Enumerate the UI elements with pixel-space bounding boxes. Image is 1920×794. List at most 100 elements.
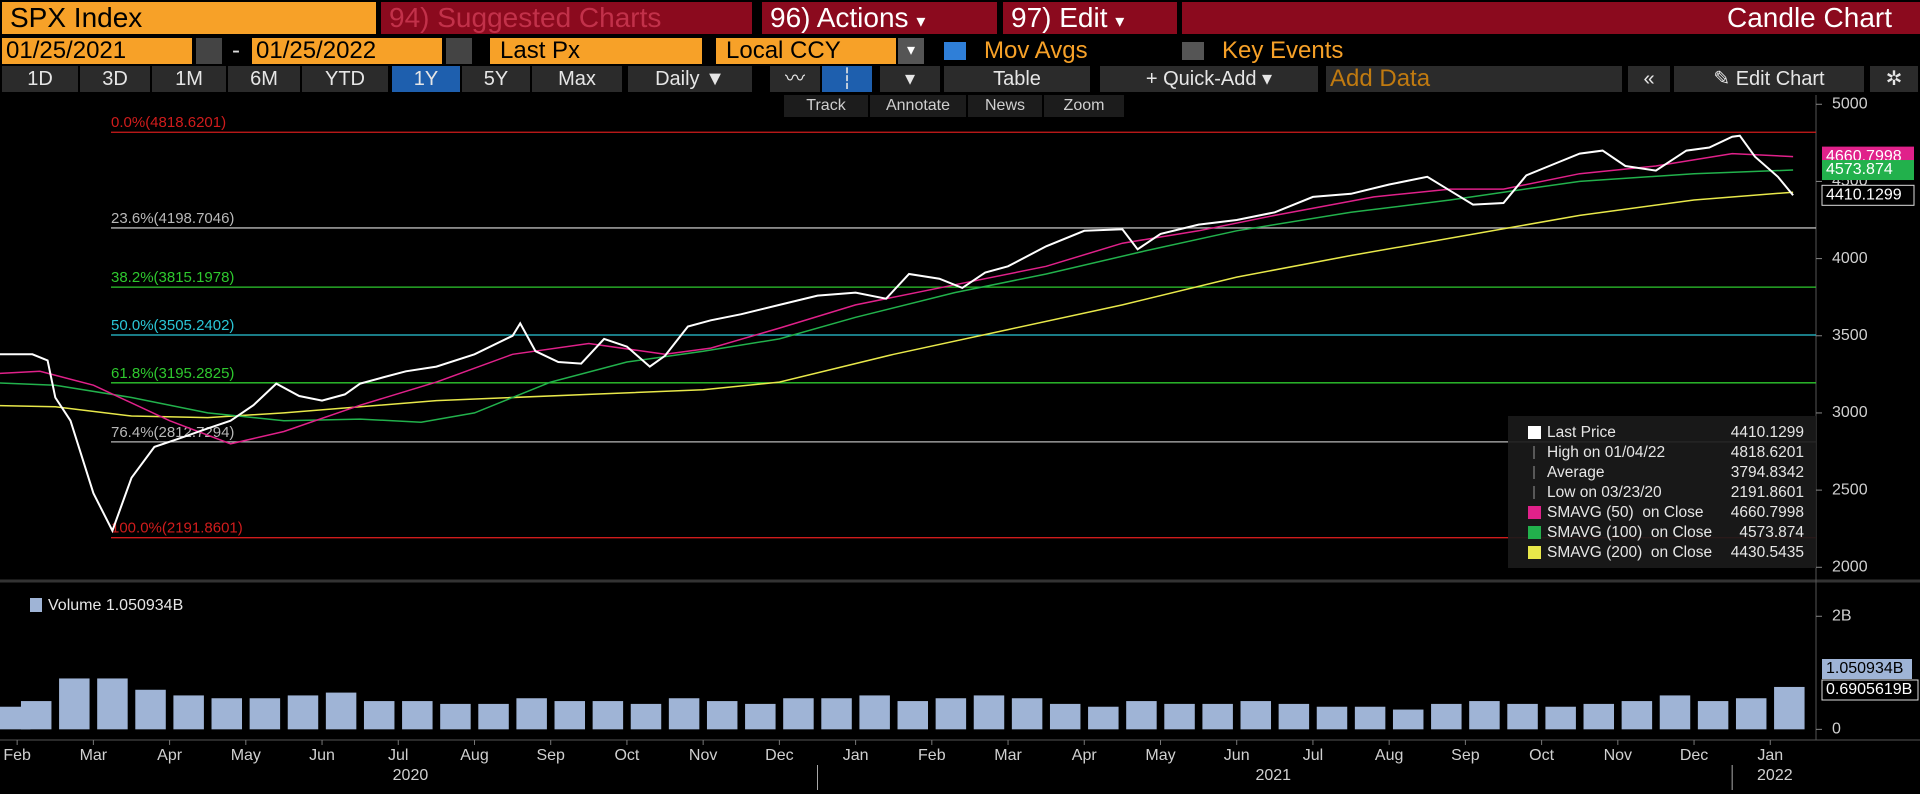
edit-label: 97) Edit: [1011, 2, 1108, 33]
x-tick-label: Nov: [689, 747, 717, 764]
volume-bar: [668, 698, 700, 730]
year-label: 2020: [393, 767, 429, 784]
add-data-input[interactable]: Add Data: [1326, 66, 1622, 92]
chart-tool[interactable]: Zoom: [1044, 95, 1124, 117]
x-tick-label: Sep: [1451, 747, 1480, 764]
y-tick-label: 5000: [1832, 95, 1868, 112]
edit-menu[interactable]: 97) Edit ▾: [1003, 2, 1177, 34]
volume-tag-label: 1.050934B: [1826, 660, 1903, 677]
volume-bar: [249, 698, 281, 730]
period-button[interactable]: YTD: [302, 66, 388, 92]
x-tick-label: Feb: [3, 747, 31, 764]
chart-tool[interactable]: Annotate: [870, 95, 966, 117]
volume-bar: [1469, 701, 1500, 730]
suggested-charts[interactable]: 94) Suggested Charts: [381, 2, 752, 34]
volume-bar: [1316, 706, 1348, 730]
volume-bar: [1049, 703, 1081, 730]
chart-tool[interactable]: Track: [784, 95, 868, 117]
candle-icon[interactable]: ┆: [822, 66, 872, 92]
volume-bar: [363, 701, 395, 730]
currency[interactable]: Local CCY: [716, 38, 896, 64]
legend-value: 4410.1299: [1731, 424, 1804, 441]
y-tick-label: 2500: [1832, 481, 1868, 498]
quick-add-label: + Quick-Add: [1145, 68, 1257, 90]
period-button[interactable]: Max: [532, 66, 622, 92]
actions-menu[interactable]: 96) Actions ▾: [762, 2, 997, 34]
calendar-icon[interactable]: [446, 38, 472, 64]
x-tick-label: Dec: [1680, 747, 1708, 764]
chart-type-dropdown[interactable]: ▾: [880, 66, 940, 92]
mov-avgs-checkbox[interactable]: [944, 42, 966, 60]
chart-name: Candle Chart: [1182, 2, 1920, 34]
volume-bar: [1126, 701, 1157, 730]
volume-bar: [706, 701, 738, 730]
price-tag: [1822, 160, 1914, 181]
volume-bar: [59, 678, 90, 730]
line-icon[interactable]: 〰: [770, 66, 820, 92]
volume-legend-swatch: [30, 598, 42, 612]
x-tick-label: Jun: [1224, 747, 1250, 764]
ticker[interactable]: SPX Index: [2, 2, 376, 34]
volume-bar: [1545, 706, 1576, 730]
start-date[interactable]: 01/25/2021: [2, 38, 192, 64]
volume-bar: [1735, 698, 1767, 730]
volume-bar: [745, 703, 776, 730]
x-tick-label: Mar: [994, 747, 1022, 764]
volume-bar: [1621, 701, 1653, 730]
y-tick-label: 3500: [1832, 327, 1868, 344]
legend-label: Low on 03/23/20: [1547, 484, 1662, 501]
quick-add[interactable]: + Quick-Add ▾: [1100, 66, 1318, 92]
volume-bar: [1164, 703, 1195, 730]
legend-label: SMAVG (100) on Close: [1547, 524, 1712, 541]
legend-label: Last Price: [1547, 424, 1616, 441]
end-date[interactable]: 01/25/2022: [252, 38, 442, 64]
period-button[interactable]: 3D: [80, 66, 150, 92]
y-tick-label: 0: [1832, 721, 1841, 738]
volume-bar: [1392, 709, 1424, 730]
volume-bar: [1240, 701, 1272, 730]
period-button[interactable]: 1Y: [392, 66, 460, 92]
volume-bar: [402, 701, 433, 730]
table-button[interactable]: Table: [944, 66, 1090, 92]
y-tick-label: 2000: [1832, 559, 1868, 576]
volume-bar: [1088, 706, 1119, 730]
legend-value: 4573.874: [1739, 524, 1804, 541]
volume-avg-tag-label: 0.6905619B: [1826, 681, 1912, 698]
y-tick-label: 3000: [1832, 404, 1868, 421]
collapse-button[interactable]: «: [1628, 66, 1670, 92]
period-button[interactable]: 1D: [2, 66, 78, 92]
volume-name: Volume: [48, 597, 101, 614]
volume-bar: [783, 698, 814, 730]
volume-avg-tag: [1821, 679, 1919, 701]
x-tick-label: Apr: [1072, 747, 1098, 764]
key-events-label: Key Events: [1222, 38, 1344, 64]
chart-tool[interactable]: News: [968, 95, 1042, 117]
fib-label: 100.0%(2191.8601): [111, 520, 243, 537]
series-line: [0, 134, 1794, 534]
period-button[interactable]: 1M: [152, 66, 226, 92]
legend-swatch: [1528, 546, 1541, 559]
period-button[interactable]: 5Y: [462, 66, 530, 92]
x-tick-label: Jul: [1303, 747, 1323, 764]
volume-bar: [1011, 698, 1043, 730]
settings-gear[interactable]: ✲: [1870, 66, 1918, 92]
series-line: [0, 169, 1794, 423]
volume-bar: [973, 695, 1005, 730]
volume-bar: [1202, 703, 1233, 730]
volume-bar: [440, 703, 471, 730]
key-events-checkbox[interactable]: [1182, 42, 1204, 60]
x-tick-label: Feb: [918, 747, 946, 764]
legend-value: 4818.6201: [1731, 444, 1804, 461]
period-button[interactable]: 6M: [228, 66, 300, 92]
edit-chart[interactable]: ✎ Edit Chart: [1674, 66, 1864, 92]
volume-bar: [20, 701, 52, 730]
frequency[interactable]: Daily ▼: [628, 66, 752, 92]
fib-label: 0.0%(4818.6201): [111, 114, 226, 131]
x-tick-label: Dec: [765, 747, 793, 764]
field[interactable]: Last Px: [490, 38, 702, 64]
legend-label: SMAVG (50) on Close: [1547, 504, 1704, 521]
currency-dropdown[interactable]: ▾: [898, 38, 924, 64]
calendar-icon[interactable]: [196, 38, 222, 64]
legend-value: 4660.7998: [1731, 504, 1804, 521]
legend-label: Average: [1547, 464, 1604, 481]
